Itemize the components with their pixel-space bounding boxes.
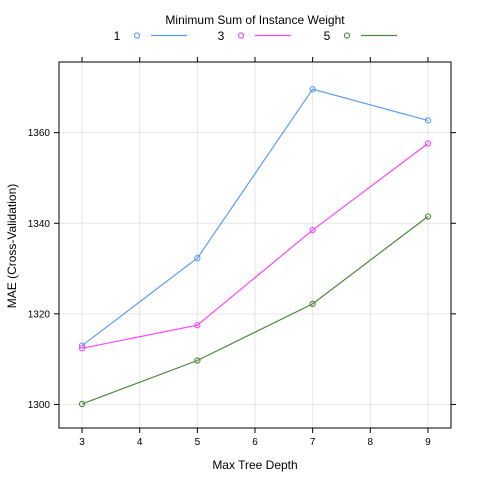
data-point [78,345,86,352]
data-point [78,400,86,408]
x-tick-label: 8 [368,437,374,448]
legend-label: 3 [218,29,225,43]
data-point [309,86,316,93]
data-point [194,322,201,329]
x-tick-label: 4 [137,437,143,448]
legend-entry-3: 3 [218,29,291,43]
legend-point-swatch [343,32,351,39]
data-point [194,357,201,364]
y-axis-title: MAE (Cross-Validation) [5,184,19,308]
data-point [309,300,316,308]
series-5 [78,213,432,408]
legend-title: Minimum Sum of Instance Weight [165,13,345,27]
legend-point-swatch [133,32,141,39]
data-point [424,117,432,124]
axes: 3 4 5 6 7 8 9 1300 1320 1340 1360 [28,57,456,448]
legend-entry-1: 1 [114,29,187,43]
x-tick-label: 7 [310,437,316,448]
y-tick-label: 1320 [28,309,51,320]
series-layer [78,86,432,408]
y-tick-label: 1340 [28,219,51,230]
x-tick-label: 5 [195,437,201,448]
legend: Minimum Sum of Instance Weight 1 3 5 [114,13,397,43]
data-point [424,140,432,147]
y-tick-label: 1300 [28,400,51,411]
legend-entry-5: 5 [324,29,397,43]
data-point [194,254,201,262]
y-tick-label: 1360 [28,128,51,139]
data-point [309,226,316,234]
series-line-1 [81,88,429,347]
legend-label: 5 [324,29,331,43]
series-line-3 [81,143,429,349]
x-tick-label: 6 [252,437,258,448]
data-point [424,213,432,220]
series-3 [78,140,432,352]
grid-lines [59,62,451,428]
x-axis-title: Max Tree Depth [212,458,297,472]
series-line-5 [81,215,429,405]
x-tick-label: 9 [425,437,431,448]
legend-label: 1 [114,29,121,43]
legend-point-swatch [237,32,245,39]
x-tick-label: 3 [79,437,85,448]
